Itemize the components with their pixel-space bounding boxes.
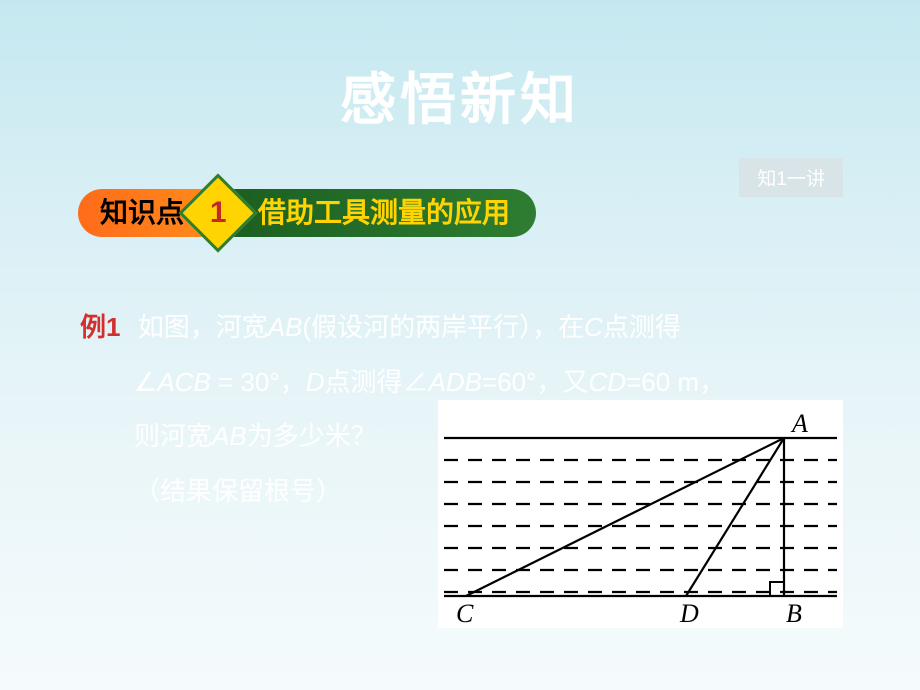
- t2a: ∠: [134, 367, 157, 397]
- t4a: （结果保留根号）: [134, 476, 342, 506]
- t3b: AB: [212, 421, 247, 451]
- svg-text:C: C: [456, 599, 474, 628]
- example-label: 例1: [80, 312, 120, 342]
- t2f: ADB: [429, 367, 482, 397]
- t1d: C: [584, 312, 603, 342]
- t2d: D: [306, 367, 325, 397]
- diagram-svg: A B C D: [438, 400, 843, 628]
- t2i: =60 m，: [626, 367, 725, 397]
- svg-text:A: A: [790, 409, 808, 438]
- t2h: CD: [589, 367, 627, 397]
- t2b: ACB: [157, 367, 210, 397]
- page-title: 感悟新知: [340, 55, 580, 136]
- pill-number: 1: [210, 196, 227, 230]
- t1b: AB: [268, 312, 303, 342]
- t2e: 点测得∠: [325, 367, 429, 397]
- t1a: 如图，河宽: [138, 312, 268, 342]
- t2c: = 30°，: [211, 367, 306, 397]
- svg-text:B: B: [786, 599, 802, 628]
- pill-number-diamond: 1: [178, 173, 257, 252]
- geometry-diagram: A B C D: [438, 400, 843, 628]
- t3a: 则河宽: [134, 421, 212, 451]
- section-tag: 知1一讲: [739, 158, 843, 197]
- t2g: =60°，又: [482, 367, 589, 397]
- t1c: (假设河的两岸平行），在: [302, 312, 584, 342]
- t1e: 点测得: [603, 312, 681, 342]
- knowledge-point-pill: 知识点 1 借助工具测量的应用: [78, 188, 536, 238]
- pill-right-label: 借助工具测量的应用: [218, 189, 536, 237]
- t3c: 为多少米？: [247, 421, 377, 451]
- svg-text:D: D: [679, 599, 699, 628]
